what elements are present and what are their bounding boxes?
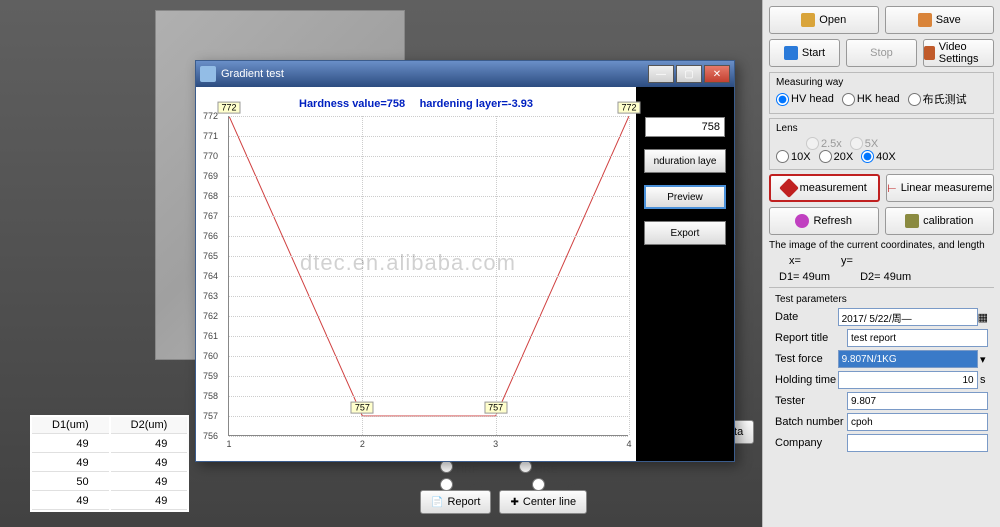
center-line-button[interactable]: ✚ Center line <box>499 490 587 514</box>
y-label: y= <box>841 255 853 267</box>
calibration-icon <box>905 214 919 228</box>
holding-time-input[interactable] <box>838 371 978 389</box>
table-row[interactable]: 5049 <box>32 474 187 491</box>
dialog-titlebar[interactable]: Gradient test — ▢ ✕ <box>196 61 734 87</box>
dialog-icon <box>200 66 216 82</box>
close-button[interactable]: ✕ <box>704 65 730 83</box>
data-point-label: 757 <box>351 402 374 414</box>
table-row[interactable]: 4949 <box>32 455 187 472</box>
col-d2: D2(um) <box>111 417 188 434</box>
stop-button: Stop <box>846 39 917 67</box>
diamond-icon <box>779 178 799 198</box>
report-button[interactable]: 📄 Report <box>420 490 491 514</box>
test-parameters-title: Test parameters <box>775 294 988 305</box>
export-button[interactable]: Export <box>644 221 726 245</box>
open-icon <box>801 13 815 27</box>
table-row[interactable]: 4949 <box>32 493 187 510</box>
data-point-label: 757 <box>484 402 507 414</box>
radio-5x: 5X <box>850 137 878 150</box>
radio-brinell[interactable]: 布氏测试 <box>908 91 967 107</box>
test-force-select[interactable] <box>838 350 978 368</box>
radio-10x[interactable]: 10X <box>776 150 811 163</box>
batch-label: Batch number <box>775 416 847 428</box>
lens-title: Lens <box>776 123 987 134</box>
open-button[interactable]: Open <box>769 6 879 34</box>
x-label: x= <box>789 255 801 267</box>
lens-group: Lens 2.5x 5X 10X 20X 40X <box>769 118 994 170</box>
radio-hrf[interactable]: HRF <box>440 460 479 476</box>
calibration-button[interactable]: calibration <box>885 207 995 235</box>
date-input[interactable] <box>838 308 978 326</box>
radio-20x[interactable]: 20X <box>819 150 854 163</box>
measurement-table: D1(um) D2(um) 4949 4949 5049 4949 <box>30 415 189 512</box>
dialog-title: Gradient test <box>221 68 284 80</box>
radio-hv-head[interactable]: HV head <box>776 93 834 106</box>
preview-button[interactable]: Preview <box>644 185 726 209</box>
coords-title: The image of the current coordinates, an… <box>769 240 994 251</box>
save-icon <box>918 13 932 27</box>
tester-label: Tester <box>775 395 847 407</box>
data-point-label: 772 <box>217 102 240 114</box>
date-label: Date <box>775 311 838 323</box>
scale-radios-1: HRF HRE <box>440 460 558 476</box>
report-title-input[interactable] <box>847 329 988 347</box>
table-row[interactable]: 4949 <box>32 436 187 453</box>
company-input[interactable] <box>847 434 988 452</box>
d2-value: D2= 49um <box>860 271 911 283</box>
radio-40x[interactable]: 40X <box>861 150 896 163</box>
dialog-sidebar: nduration laye Preview Export <box>636 87 734 461</box>
chart-title: Hardness value=758 hardening layer=-3.93 <box>200 95 632 110</box>
report-title-label: Report title <box>775 332 847 344</box>
calendar-icon[interactable]: ▦ <box>978 311 988 324</box>
d1-value: D1= 49um <box>779 271 830 283</box>
seconds-unit: s <box>978 374 988 386</box>
measuring-way-title: Measuring way <box>776 77 987 88</box>
maximize-button[interactable]: ▢ <box>676 65 702 83</box>
save-button[interactable]: Save <box>885 6 995 34</box>
radio-hre[interactable]: HRE <box>519 460 558 476</box>
refresh-icon <box>795 214 809 228</box>
measurement-button[interactable]: measurement <box>769 174 880 202</box>
play-icon <box>784 46 798 60</box>
hardness-value-field[interactable] <box>645 117 725 137</box>
video-settings-button[interactable]: Video Settings <box>923 39 994 67</box>
company-label: Company <box>775 437 847 449</box>
data-point-label: 772 <box>617 102 640 114</box>
minimize-button[interactable]: — <box>648 65 674 83</box>
batch-input[interactable] <box>847 413 988 431</box>
chart-area: Hardness value=758 hardening layer=-3.93… <box>196 87 636 461</box>
line-chart: 7567577587597607617627637647657667677687… <box>228 116 628 436</box>
measuring-way-group: Measuring way HV head HK head 布氏测试 <box>769 72 994 114</box>
tester-input[interactable] <box>847 392 988 410</box>
test-parameters-group: Test parameters Date ▦ Report title Test … <box>769 287 994 461</box>
refresh-button[interactable]: Refresh <box>769 207 879 235</box>
radio-hk-head[interactable]: HK head <box>842 93 900 106</box>
col-d1: D1(um) <box>32 417 109 434</box>
gradient-test-dialog: Gradient test — ▢ ✕ Hardness value=758 h… <box>195 60 735 462</box>
test-force-label: Test force <box>775 353 838 365</box>
start-button[interactable]: Start <box>769 39 840 67</box>
radio-2-5x: 2.5x <box>806 137 842 150</box>
gear-icon <box>924 46 935 60</box>
induration-layer-button[interactable]: nduration laye <box>644 149 726 173</box>
line-icon: ⊢ <box>887 182 897 195</box>
holding-time-label: Holding time <box>775 374 838 386</box>
linear-measurement-button[interactable]: ⊢Linear measureme <box>886 174 995 202</box>
right-panel: Open Save Start Stop Video Settings Meas… <box>762 0 1000 527</box>
dropdown-icon[interactable]: ▾ <box>978 353 988 366</box>
